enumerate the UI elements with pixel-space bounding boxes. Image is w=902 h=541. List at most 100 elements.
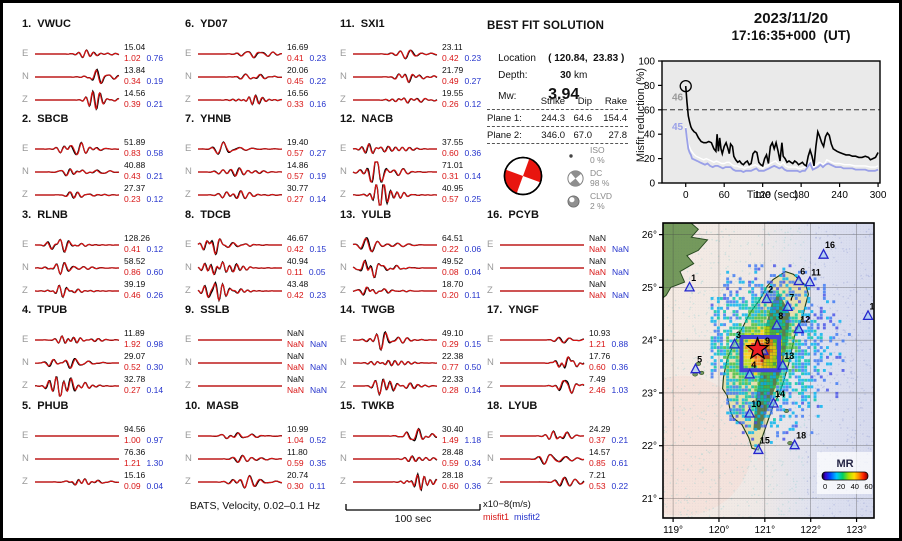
misfit2-value: 0.16 (309, 99, 327, 109)
plane1-label: Plane 1: (487, 113, 522, 124)
misfit-values: 0.27 0.14 (124, 385, 163, 395)
amplitude-value: NaN (287, 374, 305, 385)
amplitude-value: 94.56 (124, 423, 146, 434)
plane2-row: Plane 2: 346.0 67.0 27.8 (487, 130, 632, 141)
y-tick-label: 20 (644, 154, 656, 165)
misfit-values: 0.57 0.19 (287, 171, 326, 181)
waveform-trace (35, 261, 119, 276)
misfit1-value: 0.28 (442, 385, 459, 396)
lon-tick-label: 123° (846, 525, 867, 536)
station-number: 1 (691, 273, 696, 283)
misfit2-value: 0.36 (464, 480, 482, 491)
component-label: Z (340, 380, 346, 392)
amplitude-value: 28.18 (442, 469, 464, 480)
amplitude-value: NaN (589, 232, 607, 243)
waveform-trace (197, 280, 282, 303)
misfit-values: 1.02 0.76 (124, 53, 163, 63)
colorbar-title: MR (836, 458, 853, 470)
misfit1-value: 0.59 (287, 457, 304, 468)
dc-label: DC (590, 168, 603, 178)
misfit1-value: 0.46 (124, 289, 141, 300)
amplitude-value: NaN (589, 278, 607, 289)
component-label: N (185, 166, 192, 178)
amplitude-value: 11.80 (287, 446, 308, 457)
station-triangle (744, 407, 756, 418)
misfit2-value: NaN (310, 339, 328, 350)
depth-label: Depth: (498, 70, 528, 81)
waveform-trace (35, 68, 120, 85)
waveform-trace (35, 89, 120, 111)
misfit2-value: 0.04 (146, 480, 164, 491)
component-label: E (22, 429, 29, 441)
misfit1-value: NaN (589, 243, 607, 254)
misfit-values: 0.46 0.26 (124, 290, 163, 300)
misfit1-value: 0.41 (124, 243, 141, 254)
station-header: 10. MASB (185, 399, 239, 412)
component-label: Z (185, 189, 191, 201)
amplitude-value: 27.37 (124, 183, 146, 194)
misfit-legend: misfit1 misfit2 (483, 512, 540, 522)
misfit1-value: 0.60 (442, 480, 459, 491)
start-value-annotation: 46 (672, 93, 684, 104)
misfit2-value: 1.18 (464, 434, 482, 445)
waveform-trace (500, 267, 584, 269)
component-label: E (487, 334, 494, 346)
misfit2-value: NaN (612, 243, 630, 254)
misfit1-value: 0.42 (287, 243, 304, 254)
misfit1-value: 0.86 (124, 266, 141, 277)
plane2-dip: 67.0 (573, 130, 593, 141)
amplitude-value: 22.38 (442, 351, 464, 362)
misfit1-value: 0.52 (124, 362, 141, 373)
misfit1-value: 0.39 (124, 99, 141, 109)
station-triangle (777, 359, 789, 370)
misfit1-value: 0.53 (589, 480, 606, 491)
lat-tick-label: 22° (642, 441, 657, 452)
station-triangle (752, 443, 764, 455)
misfit2-value: NaN (310, 362, 328, 373)
component-label: E (340, 48, 347, 59)
amplitude-value: 37.55 (442, 137, 464, 148)
amplitude-value: 23.11 (442, 42, 463, 52)
waveform-trace (500, 244, 584, 246)
waveform-trace (198, 50, 283, 59)
component-label: E (22, 48, 29, 59)
start-value-annotation: 45 (672, 122, 684, 133)
component-label: Z (487, 475, 493, 487)
station-number: 6 (800, 267, 805, 277)
misfit2-value: 0.88 (611, 339, 629, 350)
component-label: Z (487, 284, 493, 296)
mw-label: Mw: (498, 91, 517, 102)
component-label: Z (487, 380, 493, 392)
station-triangle (728, 337, 741, 349)
waveform-trace (352, 236, 437, 253)
misfit2-value: 0.21 (146, 99, 164, 109)
divider (487, 143, 628, 144)
misfit1-value: 0.29 (442, 339, 459, 350)
misfit1-value: 0.30 (287, 480, 304, 491)
waveform-trace (352, 286, 437, 296)
misfit2-value: 0.22 (309, 76, 327, 86)
amplitude-value: 58.52 (124, 255, 146, 266)
clvd-label: CLVD (590, 191, 613, 201)
station-triangle (793, 322, 805, 334)
misfit1-value: NaN (287, 362, 305, 373)
misfit-values: 0.53 0.22 (589, 481, 628, 491)
waveform-trace (198, 362, 282, 364)
misfit-values: 0.11 0.05 (287, 267, 325, 277)
x-tick-label: 300 (870, 190, 887, 201)
amplitude-value: NaN (287, 351, 305, 362)
scalebar-label: 100 sec (394, 513, 432, 525)
misfit-values: NaN NaN (287, 385, 327, 395)
waveform-trace (500, 453, 585, 465)
misfit2-value: 0.21 (611, 434, 629, 445)
component-label: E (340, 143, 347, 155)
misfit1-value: NaN (589, 289, 607, 300)
misfit-values: 1.21 1.30 (124, 458, 163, 468)
misfit1-value: 2.46 (589, 385, 606, 396)
component-label: E (340, 429, 347, 441)
peak-marker (679, 79, 692, 93)
station-number: 11 (811, 268, 821, 278)
misfit-values: 0.60 0.36 (589, 362, 628, 372)
